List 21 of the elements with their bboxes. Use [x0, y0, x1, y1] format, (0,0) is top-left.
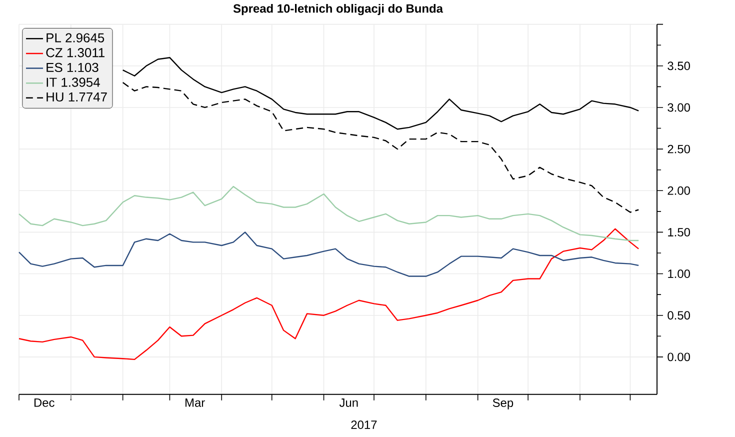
legend-label: ES 1.103 [46, 62, 98, 72]
y-tick-label: 0.50 [668, 310, 690, 320]
x-tick-label: Jun [339, 398, 358, 407]
x-tick-label: Sep [492, 398, 514, 410]
y-tick-label: 1.00 [668, 269, 690, 278]
x-tick-label: Dec [34, 398, 54, 407]
y-tick-label: 0.00 [668, 352, 690, 361]
y-tick-label: 2.00 [668, 186, 690, 195]
x-tick-label: Mar [186, 398, 205, 407]
x-axis-title: 2017 [351, 420, 377, 429]
chart-title: Spread 10-letnich obligacji do Bunda [233, 4, 444, 15]
line-series [18, 231, 640, 277]
y-tick-label: 2.50 [668, 144, 690, 154]
y-tick-label: 3.00 [668, 103, 690, 112]
legend-label: CZ 1.3011 [46, 48, 104, 58]
legend-label: IT 1.3954 [46, 78, 100, 87]
legend-label: PL 2.9645 [46, 33, 104, 42]
y-tick-label: 1.50 [668, 228, 690, 236]
line-series [18, 228, 640, 360]
legend-label: HU 1.7747 [46, 92, 107, 102]
y-tick-label: 3.50 [668, 62, 690, 70]
